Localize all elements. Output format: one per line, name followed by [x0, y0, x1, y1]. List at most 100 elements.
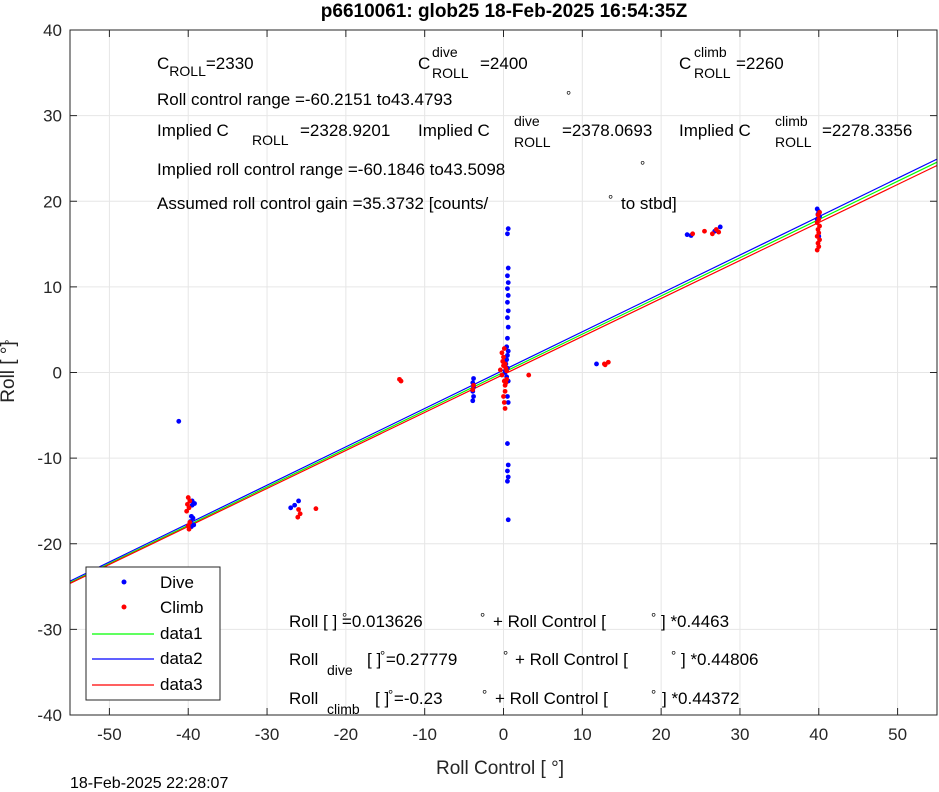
- x-tick-label: 20: [652, 725, 671, 744]
- point-dive: [192, 501, 197, 506]
- point-dive: [505, 315, 510, 321]
- range-degree-mark: °: [566, 88, 571, 103]
- implied-c-dive: Implied C: [418, 121, 490, 140]
- point-dive: [505, 273, 510, 279]
- y-tick-label: 20: [43, 192, 62, 211]
- point-climb: [690, 231, 696, 237]
- point-dive: [505, 280, 511, 285]
- point-dive: [505, 352, 510, 358]
- fit-climb-equation-c: + Roll Control [: [495, 689, 608, 708]
- point-dive: [288, 505, 294, 511]
- y-tick-label: -30: [37, 620, 62, 639]
- point-climb: [709, 231, 715, 237]
- implied-c-roll-value: =2328.9201: [300, 121, 390, 140]
- point-climb: [502, 406, 508, 411]
- point-climb: [526, 372, 532, 378]
- fit-climb-equation-b: [ ] =-0.23: [375, 689, 443, 708]
- roll-control-range: Roll control range =-60.2151 to43.4793: [157, 90, 452, 109]
- point-dive: [505, 348, 511, 354]
- fit-all-equation-b: + Roll Control [: [493, 612, 606, 631]
- point-dive: [505, 286, 510, 291]
- point-climb: [296, 507, 301, 512]
- x-tick-label: -30: [255, 725, 280, 744]
- legend-climb-label: Climb: [160, 598, 203, 617]
- c-dive-label: C: [418, 54, 430, 73]
- point-climb: [186, 505, 192, 511]
- c-roll-label: CROLL=2330: [157, 54, 254, 79]
- point-climb: [502, 361, 508, 367]
- implied-range-degree-mark: °: [640, 158, 645, 173]
- c-dive-value: =2400: [480, 54, 528, 73]
- fit-climb-deg-2: °: [482, 687, 487, 702]
- point-climb: [501, 354, 506, 360]
- point-dive: [505, 226, 511, 232]
- plot-frame: [69, 29, 938, 716]
- point-climb: [702, 228, 707, 234]
- y-tick-label: 10: [43, 278, 62, 297]
- point-dive: [505, 231, 510, 237]
- implied-c-climb-sub: ROLL: [775, 134, 812, 150]
- point-dive: [505, 394, 510, 399]
- legend-data3-label: data3: [160, 675, 203, 694]
- point-dive: [505, 265, 511, 271]
- fit-line-data2: [69, 158, 938, 582]
- point-dive: [684, 232, 690, 238]
- point-dive: [505, 474, 511, 480]
- fit-dive-sub: dive: [327, 662, 353, 678]
- fit-climb-deg-3: °: [651, 687, 656, 702]
- x-tick-label: -40: [176, 725, 201, 744]
- annotations: CROLL=2330 C dive ROLL =2400 C climb ROL…: [157, 44, 912, 717]
- point-climb: [186, 526, 192, 532]
- fit-all-deg-3: °: [651, 610, 656, 625]
- point-dive: [505, 335, 510, 341]
- fit-dive-deg-1: °: [380, 648, 385, 663]
- y-axis-label-degree: °: [2, 339, 17, 344]
- c-climb-sub: ROLL: [694, 65, 731, 81]
- fit-dive-equation-d: ] *0.44806: [681, 650, 759, 669]
- point-climb: [501, 394, 506, 399]
- y-tick-label: -20: [37, 535, 62, 554]
- point-dive: [505, 324, 511, 330]
- point-climb: [817, 223, 822, 229]
- fit-climb-equation-d: ] *0.44372: [662, 689, 740, 708]
- fit-all-deg-2: °: [480, 610, 485, 625]
- y-tick-label: -10: [37, 449, 62, 468]
- implied-c-roll: Implied C: [157, 121, 229, 140]
- implied-roll-control-range: Implied roll control range =-60.1846 to4…: [157, 160, 505, 179]
- legend-data1-label: data1: [160, 624, 203, 643]
- point-climb: [297, 511, 303, 517]
- point-climb: [501, 346, 507, 351]
- point-dive: [471, 376, 476, 381]
- point-dive: [176, 418, 182, 424]
- y-tick-label: 40: [43, 21, 62, 40]
- x-tick-label: -20: [334, 725, 359, 744]
- point-dive: [296, 498, 301, 504]
- point-dive: [292, 502, 298, 508]
- fit-climb-deg-1: °: [388, 687, 393, 702]
- x-tick-label: 10: [573, 725, 592, 744]
- point-dive: [505, 468, 510, 474]
- x-tick-label: 0: [499, 725, 508, 744]
- point-climb: [602, 362, 608, 368]
- gain-degree-mark: °: [608, 192, 613, 207]
- point-climb: [295, 514, 301, 520]
- point-climb: [817, 237, 822, 243]
- x-tick-label: 30: [730, 725, 749, 744]
- c-dive-sub: ROLL: [432, 65, 469, 81]
- implied-c-dive-sub: ROLL: [514, 134, 551, 150]
- fit-dive-deg-2: °: [503, 648, 508, 663]
- implied-c-dive-sup: dive: [514, 113, 540, 129]
- fit-dive-equation-c: + Roll Control [: [515, 650, 628, 669]
- fit-climb-sub: climb: [327, 701, 360, 717]
- data-points: [176, 206, 822, 532]
- x-axis-ticks: -50 -40 -30 -20 -10 0 10 20 30 40 50: [97, 30, 907, 744]
- point-climb: [501, 400, 507, 405]
- x-tick-label: -50: [97, 725, 122, 744]
- point-dive: [505, 478, 510, 484]
- point-dive: [505, 517, 511, 523]
- point-climb: [313, 506, 319, 512]
- point-climb: [398, 378, 404, 384]
- point-climb: [503, 380, 509, 386]
- implied-c-roll-sub: ROLL: [252, 132, 289, 148]
- fit-climb-equation-a: Roll: [289, 689, 318, 708]
